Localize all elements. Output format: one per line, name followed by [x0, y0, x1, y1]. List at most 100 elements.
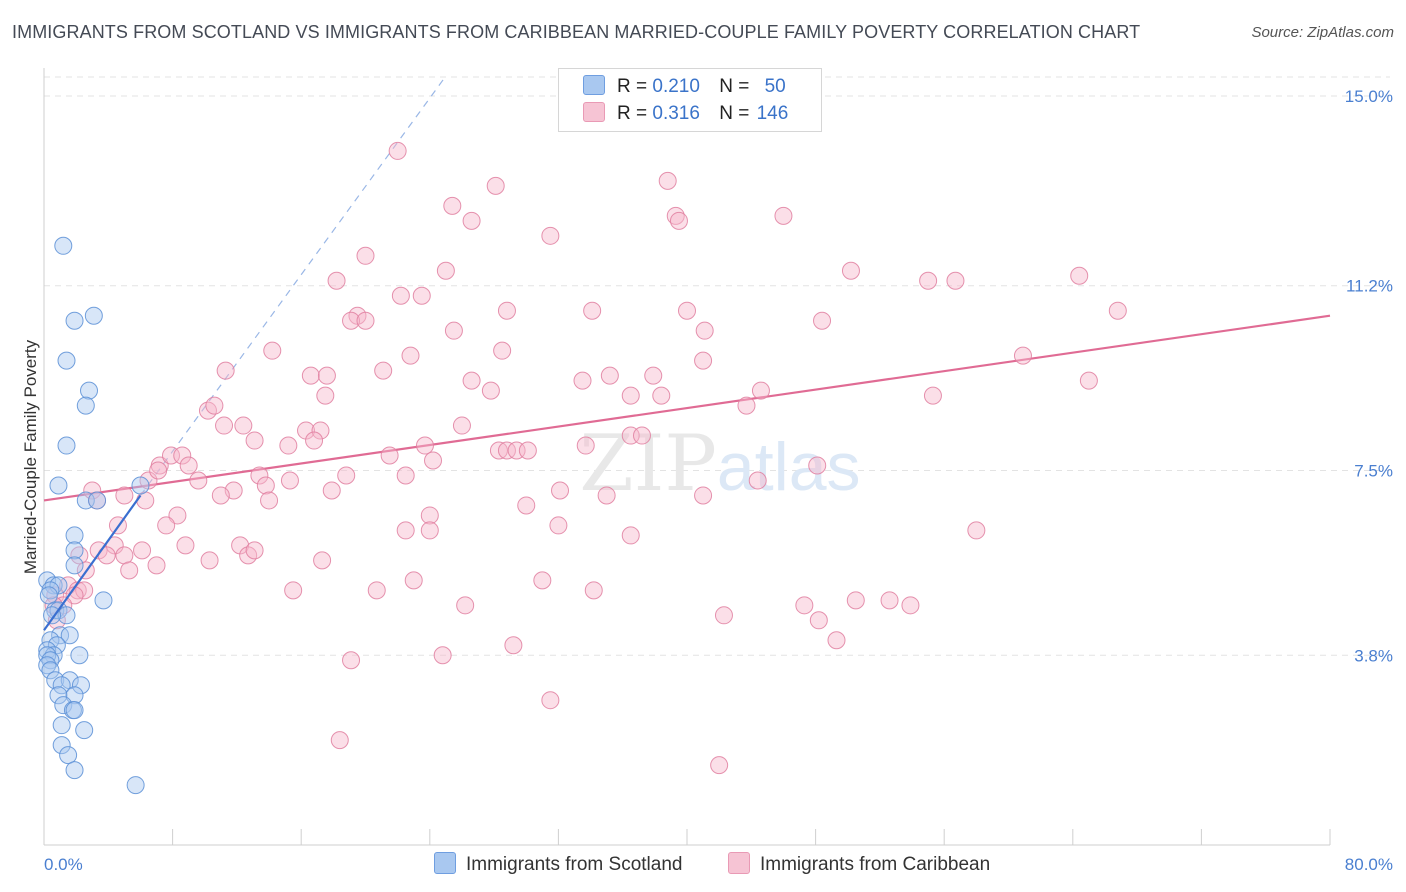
point-caribbean: [179, 456, 198, 475]
trend-line-scotland-extension: [139, 75, 447, 496]
point-scotland: [65, 311, 84, 330]
point-caribbean: [919, 271, 938, 290]
point-caribbean: [396, 521, 415, 540]
point-caribbean: [70, 546, 89, 565]
point-caribbean: [923, 386, 942, 405]
point-caribbean: [311, 421, 330, 440]
x-tick-label: 0.0%: [44, 855, 83, 874]
point-caribbean: [1108, 301, 1127, 320]
point-caribbean: [356, 311, 375, 330]
point-scotland: [84, 306, 103, 325]
point-caribbean: [415, 436, 434, 455]
point-caribbean: [356, 246, 375, 265]
point-caribbean: [176, 536, 195, 555]
legend-swatch-caribbean: [583, 102, 605, 122]
point-scotland: [41, 661, 60, 680]
point-caribbean: [147, 556, 166, 575]
point-scotland: [131, 476, 150, 495]
legend-n-label: N =: [719, 103, 750, 124]
point-caribbean: [313, 551, 332, 570]
point-caribbean: [263, 341, 282, 360]
point-caribbean: [597, 486, 616, 505]
point-caribbean: [486, 176, 505, 195]
point-caribbean: [694, 351, 713, 370]
point-scotland: [65, 541, 84, 560]
point-caribbean: [846, 591, 865, 610]
point-caribbean: [813, 311, 832, 330]
point-scotland: [39, 586, 58, 605]
point-caribbean: [327, 271, 346, 290]
trend-line-scotland: [43, 494, 142, 631]
point-caribbean: [342, 311, 361, 330]
y-tick-label: 7.5%: [1354, 462, 1393, 481]
legend-r-value: 0.316: [652, 103, 700, 124]
point-caribbean: [380, 446, 399, 465]
point-scotland: [65, 761, 84, 780]
point-scotland: [65, 526, 84, 545]
point-caribbean: [115, 546, 134, 565]
point-scotland: [57, 606, 76, 625]
point-caribbean: [279, 436, 298, 455]
point-caribbean: [541, 691, 560, 710]
point-scotland: [76, 396, 95, 415]
point-caribbean: [809, 611, 828, 630]
y-tick-label: 15.0%: [1345, 87, 1393, 106]
legend-n-label: N =: [719, 76, 750, 97]
point-caribbean: [424, 451, 443, 470]
point-caribbean: [1013, 346, 1032, 365]
point-caribbean: [666, 206, 685, 225]
bottom-legend-swatch-scotland: [434, 852, 456, 874]
point-caribbean: [330, 731, 349, 750]
point-caribbean: [621, 526, 640, 545]
point-caribbean: [168, 506, 187, 525]
point-scotland: [38, 646, 57, 665]
point-caribbean: [669, 211, 688, 230]
trend-lines: [43, 75, 1331, 502]
point-caribbean: [576, 436, 595, 455]
point-caribbean: [644, 366, 663, 385]
point-scotland: [75, 721, 94, 740]
point-caribbean: [621, 386, 640, 405]
point-scotland: [57, 436, 76, 455]
point-caribbean: [444, 321, 463, 340]
point-caribbean: [808, 456, 827, 475]
point-caribbean: [795, 596, 814, 615]
watermark-atlas: atlas: [717, 429, 861, 505]
point-scotland: [59, 746, 78, 765]
point-scotland: [54, 696, 73, 715]
point-caribbean: [301, 366, 320, 385]
point-caribbean: [75, 581, 94, 600]
point-scotland: [65, 686, 84, 705]
point-caribbean: [748, 471, 767, 490]
point-caribbean: [157, 516, 176, 535]
point-caribbean: [678, 301, 696, 320]
point-caribbean: [600, 366, 619, 385]
point-caribbean: [234, 416, 253, 435]
x-tick-label: 80.0%: [1345, 855, 1393, 874]
point-caribbean: [250, 466, 269, 485]
point-caribbean: [342, 651, 361, 670]
point-caribbean: [533, 571, 552, 590]
point-caribbean: [967, 521, 986, 540]
data-points: [38, 141, 1127, 795]
point-scotland: [38, 656, 57, 675]
point-scotland: [52, 676, 71, 695]
point-caribbean: [136, 491, 155, 510]
y-tick-label: 11.2%: [1346, 277, 1393, 296]
point-caribbean: [316, 386, 335, 405]
point-caribbean: [149, 461, 168, 480]
legend-n-value: 146: [756, 103, 789, 124]
point-caribbean: [189, 471, 208, 490]
legend-row-scotland: R = 0.210 N = 50: [583, 75, 786, 99]
point-caribbean: [436, 261, 455, 280]
point-caribbean: [517, 496, 536, 515]
point-caribbean: [280, 471, 299, 490]
point-caribbean: [401, 346, 420, 365]
point-scotland: [44, 646, 63, 665]
point-caribbean: [481, 381, 500, 400]
legend-r-value: 0.210: [652, 76, 700, 97]
y-tick-label: 3.8%: [1354, 646, 1393, 665]
point-caribbean: [774, 206, 793, 225]
point-caribbean: [211, 486, 230, 505]
